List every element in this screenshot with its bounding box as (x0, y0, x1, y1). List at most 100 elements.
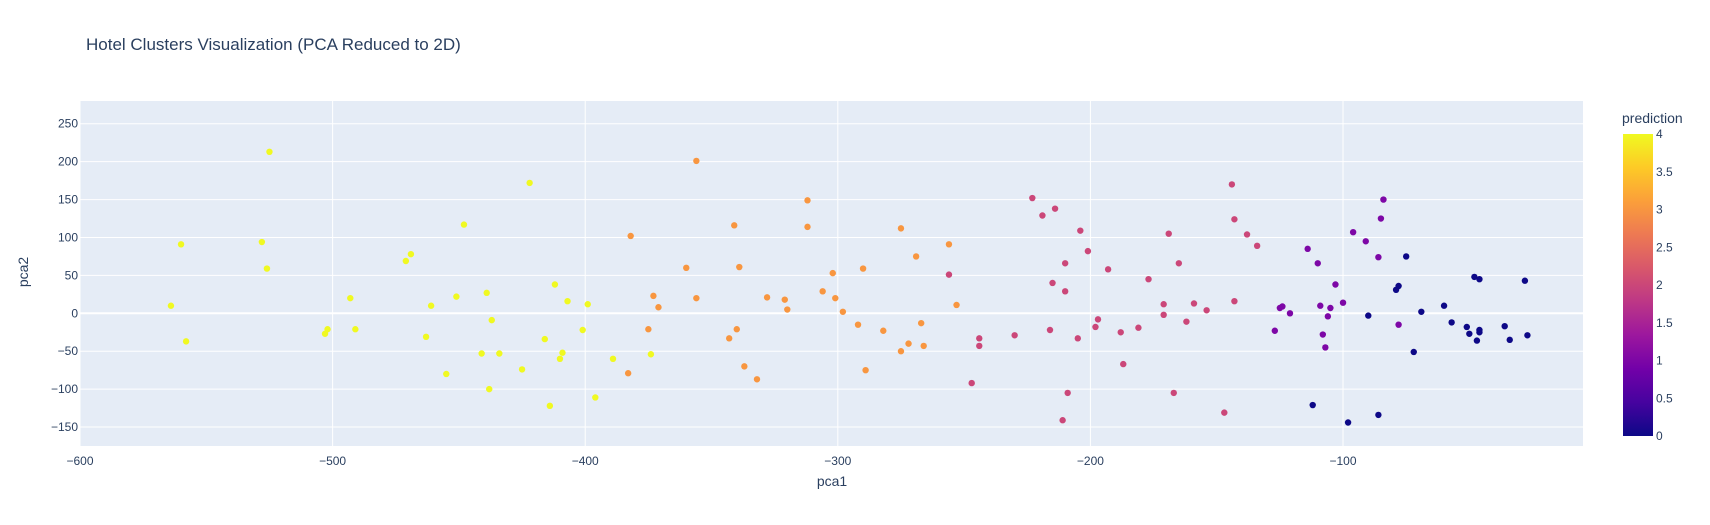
x-axis-title: pca1 (817, 473, 848, 489)
data-point (488, 316, 495, 324)
data-point (1324, 313, 1332, 320)
data-point (551, 281, 559, 288)
data-point (854, 321, 862, 328)
data-point (1120, 360, 1127, 368)
data-point (1524, 332, 1531, 339)
data-point (1448, 319, 1455, 326)
data-point (880, 327, 887, 334)
colorbar-tick-label: 3 (1656, 203, 1663, 217)
y-tick-label: 50 (65, 268, 79, 282)
y-tick-label: −50 (58, 344, 79, 358)
data-point (564, 297, 571, 305)
data-point (1332, 281, 1339, 288)
data-point (912, 253, 920, 260)
data-point (1476, 329, 1483, 336)
data-point (453, 293, 460, 300)
data-point (1221, 409, 1228, 416)
data-point (443, 370, 450, 378)
data-point (1319, 331, 1327, 338)
data-point (1061, 260, 1069, 267)
data-point (650, 292, 657, 300)
x-tick-label: −500 (319, 454, 346, 468)
x-tick-label: −600 (66, 454, 93, 468)
data-point (1165, 230, 1172, 237)
data-point (945, 271, 953, 278)
data-point (266, 148, 273, 156)
x-tick-label: −400 (572, 454, 599, 468)
data-point (1473, 337, 1481, 344)
data-point (526, 179, 533, 187)
data-point (1327, 304, 1334, 312)
data-point (1092, 323, 1099, 331)
data-point (352, 326, 359, 333)
data-point (1418, 308, 1425, 315)
data-point (422, 333, 430, 341)
data-point (609, 355, 617, 363)
data-point (1061, 288, 1069, 295)
data-point (647, 351, 655, 358)
data-point (763, 294, 771, 301)
colorbar-tick-label: 4 (1656, 127, 1663, 141)
data-point (1084, 247, 1092, 255)
data-point (1344, 419, 1352, 426)
x-tick-label: −100 (1330, 454, 1357, 468)
colorbar-tick-label: 0.5 (1656, 391, 1673, 405)
y-tick-label: 150 (58, 193, 78, 207)
data-point (859, 265, 867, 272)
data-point (1104, 266, 1112, 273)
x-tick-labels: −600 −500 −400 −300 −200 −100 (66, 454, 1356, 468)
data-point (1203, 307, 1210, 314)
data-point (839, 308, 847, 315)
data-point (541, 335, 548, 343)
data-point (1064, 389, 1071, 397)
data-point (1410, 348, 1417, 356)
data-point (1077, 227, 1084, 234)
y-tick-label: −100 (51, 382, 78, 396)
colorbar-gradient (1623, 134, 1653, 436)
data-point (402, 257, 410, 265)
data-point (1402, 253, 1410, 260)
data-point (1339, 299, 1347, 306)
data-point (1521, 277, 1529, 284)
data-point (427, 302, 435, 309)
colorbar-tick-label: 2 (1656, 278, 1663, 292)
data-point (905, 340, 912, 347)
data-point (579, 326, 586, 334)
data-point (1304, 245, 1311, 253)
data-point (627, 232, 634, 240)
data-point (258, 238, 266, 246)
data-point (407, 250, 415, 258)
data-point (1349, 228, 1357, 236)
data-point (1160, 311, 1167, 319)
data-point (1375, 411, 1382, 419)
chart-title: Hotel Clusters Visualization (PCA Reduce… (86, 35, 461, 54)
data-point (1322, 344, 1329, 351)
data-point (897, 348, 905, 355)
x-tick-label: −200 (1077, 454, 1104, 468)
data-point (1231, 216, 1238, 223)
data-point (1175, 260, 1183, 267)
data-point (324, 326, 331, 333)
data-point (976, 335, 983, 342)
data-point (781, 296, 788, 303)
data-point (1476, 275, 1483, 283)
data-point (917, 319, 925, 327)
data-point (920, 342, 927, 350)
y-tick-label: 0 (71, 306, 78, 320)
data-point (486, 385, 493, 393)
colorbar-tick-label: 1.5 (1656, 316, 1673, 330)
data-point (968, 379, 975, 387)
data-point (862, 366, 869, 374)
data-point (736, 263, 743, 271)
data-point (1074, 335, 1081, 342)
data-point (347, 294, 354, 302)
x-tick-label: −300 (824, 454, 851, 468)
data-point (1253, 242, 1261, 250)
colorbar-tick-label: 3.5 (1656, 165, 1673, 179)
data-point (1309, 401, 1316, 409)
data-point (1463, 323, 1471, 331)
data-point (1440, 302, 1448, 309)
data-point (592, 394, 599, 401)
colorbar-tick-label: 2.5 (1656, 240, 1673, 254)
